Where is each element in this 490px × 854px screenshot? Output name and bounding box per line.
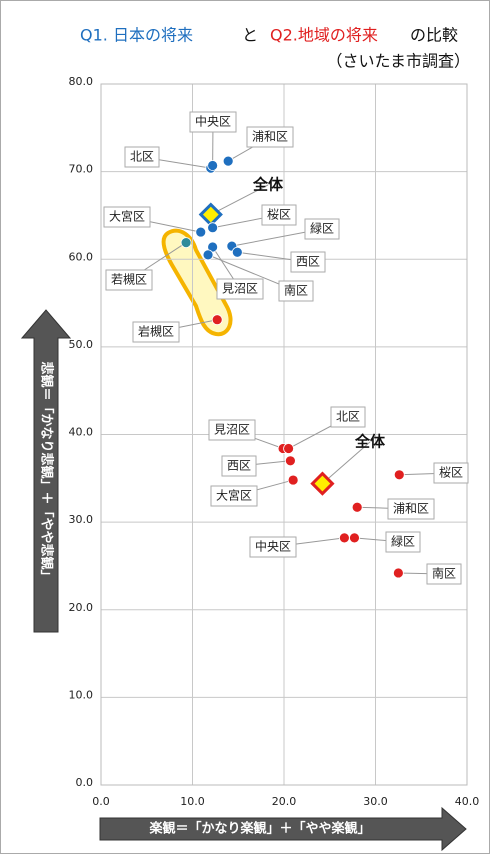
point-label: 大宮区 [109, 209, 145, 224]
label-box [385, 531, 421, 553]
point [207, 222, 219, 234]
y-tick-label: 50.0 [69, 338, 94, 351]
label-box [261, 204, 297, 226]
point [283, 443, 294, 454]
point-label: 若槻区 [111, 272, 147, 287]
y-tick-label: 30.0 [69, 513, 94, 526]
point-label: 桜区 [439, 466, 463, 480]
point [222, 155, 234, 167]
point-label: 見沼区 [214, 423, 250, 437]
point [195, 226, 207, 238]
point [207, 241, 219, 253]
point-label: 緑区 [391, 534, 415, 549]
x-tick-label: 0.0 [92, 795, 110, 808]
point-label: 西区 [296, 255, 320, 269]
point-label: 全体 [252, 176, 284, 194]
label-box [103, 206, 151, 228]
grid [100, 83, 468, 786]
point-label: 北区 [130, 150, 154, 164]
label-box [221, 455, 257, 477]
label-box [387, 498, 435, 520]
y-tick-label: 10.0 [69, 688, 94, 701]
label-box [330, 406, 366, 428]
plot-border [100, 83, 468, 786]
subtitle: （さいたま市調査） [326, 52, 470, 71]
x-tick-label: 30.0 [363, 795, 388, 808]
x-tick-label: 20.0 [272, 795, 297, 808]
label-box [189, 111, 237, 133]
y-tick-label: 20.0 [69, 601, 94, 614]
point [393, 469, 405, 481]
point [287, 474, 299, 486]
point-label: 桜区 [267, 208, 291, 222]
label-box [124, 146, 160, 168]
point-label: 南区 [284, 283, 308, 298]
point [285, 455, 296, 467]
label-box [426, 563, 462, 585]
x-tick-label: 40.0 [455, 795, 480, 808]
point [207, 160, 219, 171]
point [351, 501, 363, 513]
point [231, 246, 243, 258]
point [211, 314, 223, 326]
label-box [105, 269, 153, 291]
leader-line [210, 184, 269, 216]
label-box [290, 251, 326, 273]
x-tick-label: 10.0 [180, 795, 205, 808]
y-tick-label: 60.0 [69, 250, 94, 263]
title-part: Q2.地域の将来 [270, 26, 378, 45]
point-label: 全体 [354, 433, 386, 451]
point-label: 浦和区 [252, 130, 288, 144]
title-part: と [242, 26, 258, 45]
label-box [433, 462, 469, 484]
point [392, 567, 404, 579]
label-box [208, 419, 256, 441]
point-label: 中央区 [195, 114, 231, 129]
markers [180, 155, 405, 579]
point-label: 西区 [227, 459, 251, 473]
point [202, 249, 214, 261]
x-axis-label: 楽観＝「かなり楽観」＋「やや楽観」 [148, 821, 370, 837]
label-box [132, 321, 180, 343]
title-part: Q1. 日本の将来 [80, 26, 193, 45]
y-tick-label: 40.0 [69, 426, 94, 439]
point-label: 北区 [336, 410, 360, 424]
point [310, 471, 335, 496]
point-label: 中央区 [255, 539, 291, 554]
point-label: 南区 [432, 566, 456, 581]
label-box [246, 126, 294, 148]
point-label: 大宮区 [216, 488, 252, 503]
label-box [249, 536, 297, 558]
x-arrow [99, 806, 467, 852]
label-box [210, 485, 258, 507]
y-tick-label: 70.0 [69, 163, 94, 176]
point [180, 237, 192, 249]
point-label: 緑区 [310, 221, 334, 236]
y-tick-label: 80.0 [69, 75, 94, 88]
point-label: 浦和区 [393, 502, 429, 516]
y-axis-label: 悲観＝「かなり悲観」＋「やや悲観」 [39, 361, 55, 582]
title-part: の比較 [410, 26, 458, 45]
label-box [216, 278, 264, 300]
point [198, 202, 223, 227]
y-arrow [20, 309, 72, 633]
y-tick-label: 0.0 [76, 776, 94, 789]
point [349, 532, 360, 544]
leader-line [322, 441, 371, 484]
point-label: 見沼区 [222, 282, 258, 296]
point-label: 岩槻区 [138, 324, 174, 339]
point [338, 532, 350, 544]
label-box [304, 218, 340, 240]
label-box [278, 280, 314, 302]
